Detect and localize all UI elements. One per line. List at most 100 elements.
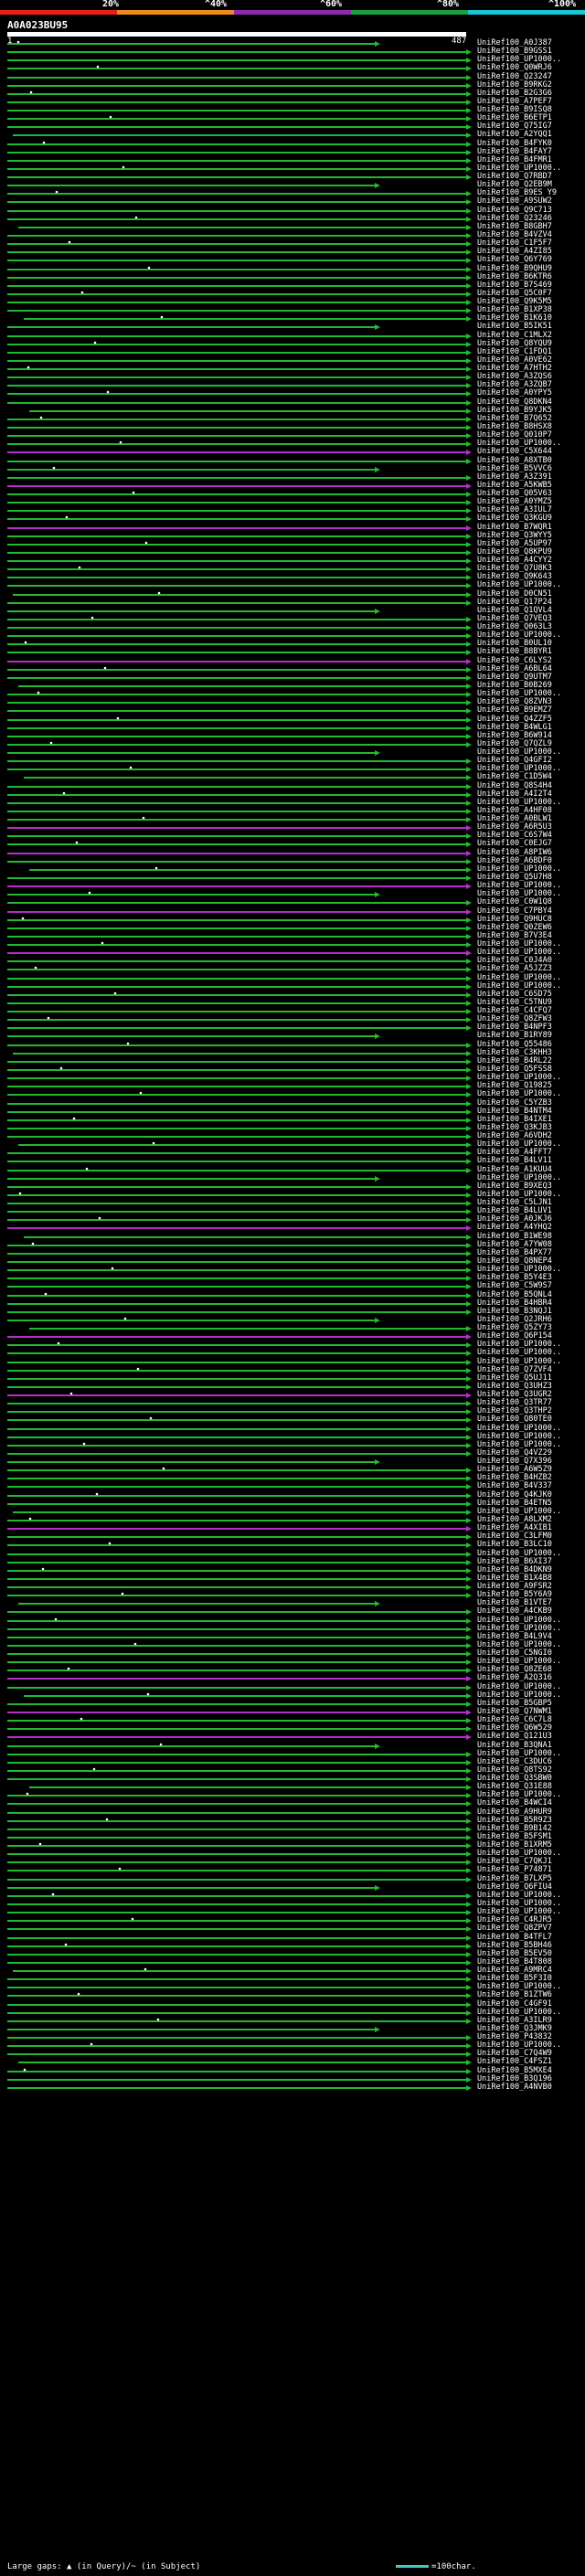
hit-label[interactable]: UniRef100_UP1000.. <box>477 1624 562 1633</box>
hit-label[interactable]: UniRef100_Q05V63 <box>477 489 552 498</box>
hit-label[interactable]: UniRef100_Q75IG7 <box>477 122 552 131</box>
hit-label[interactable]: UniRef100_B4V337 <box>477 1481 552 1490</box>
hit-label[interactable]: UniRef100_UP1000.. <box>477 1348 562 1357</box>
hit-label[interactable]: UniRef100_B7Q652 <box>477 414 552 423</box>
hit-label[interactable]: UniRef100_B5Y4E3 <box>477 1273 552 1282</box>
hit-label[interactable]: UniRef100_B9GSS1 <box>477 47 552 56</box>
hit-label[interactable]: UniRef100_UP1000.. <box>477 747 562 757</box>
hit-label[interactable]: UniRef100_C1F5F7 <box>477 239 552 248</box>
hit-label[interactable]: UniRef100_Q2EB9M <box>477 180 552 189</box>
hit-label[interactable]: UniRef100_B4IXE1 <box>477 1115 552 1124</box>
hit-label[interactable]: UniRef100_C3KHH3 <box>477 1048 552 1057</box>
hit-label[interactable]: UniRef100_B5R9Z3 <box>477 1816 552 1825</box>
hit-label[interactable]: UniRef100_UP1000.. <box>477 1265 562 1274</box>
hit-label[interactable]: UniRef100_A4FFT7 <box>477 1148 552 1157</box>
hit-label[interactable]: UniRef100_C7PBY4 <box>477 906 552 916</box>
hit-label[interactable]: UniRef100_A9FSR2 <box>477 1582 552 1591</box>
hit-label[interactable]: UniRef100_Q31E88 <box>477 1782 552 1791</box>
hit-label[interactable]: UniRef100_B3Q196 <box>477 2074 552 2083</box>
hit-label[interactable]: UniRef100_B5Y6A9 <box>477 1590 552 1599</box>
hit-label[interactable]: UniRef100_B4LV11 <box>477 1156 552 1165</box>
hit-label[interactable]: UniRef100_Q3KJB3 <box>477 1123 552 1132</box>
hit-label[interactable]: UniRef100_Q7RBD7 <box>477 172 552 181</box>
hit-label[interactable]: UniRef100_Q9HUC8 <box>477 915 552 924</box>
hit-label[interactable]: UniRef100_UP1000.. <box>477 939 562 949</box>
hit-label[interactable]: UniRef100_B5BH46 <box>477 1941 552 1950</box>
hit-label[interactable]: UniRef100_B4WCI4 <box>477 1798 552 1807</box>
hit-label[interactable]: UniRef100_C0W1Q8 <box>477 897 552 906</box>
hit-label[interactable]: UniRef100_B4TFL7 <box>477 1933 552 1942</box>
hit-label[interactable]: UniRef100_C1FDQ1 <box>477 347 552 356</box>
hit-label[interactable]: UniRef100_A0J387 <box>477 38 552 48</box>
hit-label[interactable]: UniRef100_A3ZQS6 <box>477 372 552 381</box>
hit-label[interactable]: UniRef100_Q19825 <box>477 1081 552 1090</box>
hit-label[interactable]: UniRef100_B5GBP5 <box>477 1699 552 1708</box>
hit-label[interactable]: UniRef100_Q80TE0 <box>477 1415 552 1424</box>
hit-label[interactable]: UniRef100_Q6Y769 <box>477 255 552 264</box>
hit-label[interactable]: UniRef100_C6SD75 <box>477 990 552 999</box>
hit-label[interactable]: UniRef100_B3QNA1 <box>477 1741 552 1750</box>
hit-label[interactable]: UniRef100_UP1000.. <box>477 1657 562 1666</box>
hit-label[interactable]: UniRef100_B8HSX8 <box>477 422 552 431</box>
hit-label[interactable]: UniRef100_Q8NEP4 <box>477 1256 552 1266</box>
hit-label[interactable]: UniRef100_A4ZI85 <box>477 247 552 256</box>
hit-label[interactable]: UniRef100_UP1000.. <box>477 1357 562 1366</box>
hit-label[interactable]: UniRef100_B1RY89 <box>477 1031 552 1040</box>
hit-label[interactable]: UniRef100_UP1000.. <box>477 1749 562 1758</box>
hit-label[interactable]: UniRef100_UP1000.. <box>477 1907 562 1916</box>
hit-label[interactable]: UniRef100_B7WQR1 <box>477 523 552 532</box>
hit-label[interactable]: UniRef100_B5EV50 <box>477 1949 552 1958</box>
hit-label[interactable]: UniRef100_P43832 <box>477 2032 552 2041</box>
hit-label[interactable]: UniRef100_A8PIW6 <box>477 848 552 857</box>
hit-label[interactable]: UniRef100_A0BLW1 <box>477 814 552 823</box>
hit-label[interactable]: UniRef100_B8BYR1 <box>477 647 552 656</box>
hit-label[interactable]: UniRef100_Q0WRJ6 <box>477 63 552 72</box>
hit-label[interactable]: UniRef100_UP1000.. <box>477 1140 562 1149</box>
hit-label[interactable]: UniRef100_Q9K643 <box>477 572 552 581</box>
hit-label[interactable]: UniRef100_UP1000.. <box>477 948 562 957</box>
hit-label[interactable]: UniRef100_A2YQQ1 <box>477 130 552 139</box>
hit-label[interactable]: UniRef100_UP1000.. <box>477 1340 562 1349</box>
hit-label[interactable]: UniRef100_B0B269 <box>477 681 552 690</box>
hit-label[interactable]: UniRef100_Q8ZPV7 <box>477 1924 552 1933</box>
hit-label[interactable]: UniRef100_UP1000.. <box>477 1173 562 1182</box>
hit-label[interactable]: UniRef100_UP1000.. <box>477 1682 562 1691</box>
hit-label[interactable]: UniRef100_Q9UTM7 <box>477 673 552 682</box>
hit-label[interactable]: UniRef100_B7S469 <box>477 281 552 290</box>
hit-label[interactable]: UniRef100_UP1000.. <box>477 689 562 698</box>
hit-label[interactable]: UniRef100_C5NGI0 <box>477 1648 552 1658</box>
hit-label[interactable]: UniRef100_A4CKB9 <box>477 1606 552 1616</box>
hit-label[interactable]: UniRef100_A8XTB0 <box>477 456 552 465</box>
hit-label[interactable]: UniRef100_B3LC10 <box>477 1540 552 1549</box>
hit-label[interactable]: UniRef100_Q8S4H4 <box>477 781 552 790</box>
hit-label[interactable]: UniRef100_B9B142 <box>477 1824 552 1833</box>
hit-label[interactable]: UniRef100_UP1000.. <box>477 1899 562 1908</box>
hit-label[interactable]: UniRef100_Q6FIU4 <box>477 1882 552 1892</box>
hit-label[interactable]: UniRef100_Q6W529 <box>477 1723 552 1733</box>
hit-label[interactable]: UniRef100_B1ZTW6 <box>477 1990 552 1999</box>
hit-label[interactable]: UniRef100_Q063L3 <box>477 622 552 631</box>
hit-label[interactable]: UniRef100_B1WE98 <box>477 1232 552 1241</box>
hit-label[interactable]: UniRef100_C1MLX2 <box>477 331 552 340</box>
hit-label[interactable]: UniRef100_A2Q316 <box>477 1673 552 1682</box>
hit-label[interactable]: UniRef100_C6S7W4 <box>477 831 552 840</box>
hit-label[interactable]: UniRef100_Q7X396 <box>477 1457 552 1466</box>
hit-label[interactable]: UniRef100_A0JKJ6 <box>477 1214 552 1224</box>
hit-label[interactable]: UniRef100_UP1000.. <box>477 1507 562 1516</box>
hit-label[interactable]: UniRef100_B1VTE7 <box>477 1598 552 1607</box>
hit-label[interactable]: UniRef100_UP1000.. <box>477 1424 562 1433</box>
hit-label[interactable]: UniRef100_A4CYY2 <box>477 556 552 565</box>
hit-label[interactable]: UniRef100_C7QKJ1 <box>477 1857 552 1866</box>
hit-label[interactable]: UniRef100_A4NVB0 <box>477 2083 552 2092</box>
hit-label[interactable]: UniRef100_Q3WYY5 <box>477 531 552 540</box>
hit-label[interactable]: UniRef100_UP1000.. <box>477 1432 562 1441</box>
hit-label[interactable]: UniRef100_UP1000.. <box>477 1549 562 1558</box>
hit-label[interactable]: UniRef100_UP1000.. <box>477 764 562 773</box>
hit-label[interactable]: UniRef100_C6C7L8 <box>477 1715 552 1724</box>
hit-label[interactable]: UniRef100_C6LYS2 <box>477 656 552 665</box>
hit-label[interactable]: UniRef100_Q2JRH6 <box>477 1315 552 1324</box>
hit-label[interactable]: UniRef100_Q7ZVF4 <box>477 1365 552 1374</box>
hit-label[interactable]: UniRef100_Q7QZL9 <box>477 739 552 748</box>
hit-label[interactable]: UniRef100_A4YHQ2 <box>477 1223 552 1232</box>
hit-label[interactable]: UniRef100_B9RKG2 <box>477 80 552 90</box>
